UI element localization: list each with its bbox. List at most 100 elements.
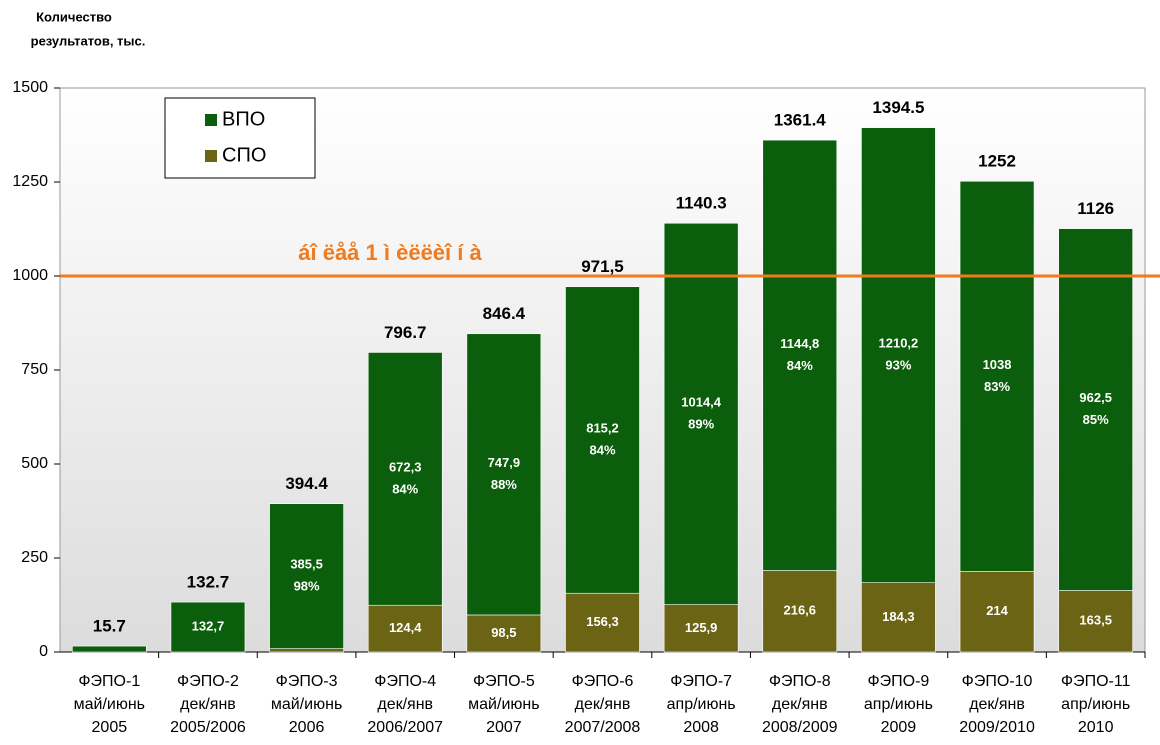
x-tick-label: ФЭПО-1 — [78, 673, 140, 690]
value-label: 163,5 — [1079, 613, 1112, 628]
total-label: 1126 — [1077, 199, 1114, 218]
y-tick-label: 1250 — [12, 173, 48, 190]
x-tick-label: 2006/2007 — [367, 719, 443, 736]
bar-segment — [269, 648, 344, 653]
total-label: 971,5 — [581, 257, 624, 276]
x-tick-label: ФЭПО-9 — [867, 673, 929, 690]
y-tick-label: 1000 — [12, 267, 48, 284]
legend-swatch — [205, 150, 217, 162]
x-tick-label: дек/янв — [969, 696, 1025, 713]
percent-label: 84% — [787, 358, 813, 373]
percent-label: 98% — [294, 579, 320, 594]
total-label: 1394.5 — [872, 98, 924, 117]
x-tick-label: 2009 — [881, 719, 917, 736]
x-tick-label: 2008 — [683, 719, 719, 736]
legend-swatch — [205, 114, 217, 126]
y-tick-label: 750 — [21, 361, 48, 378]
value-label: 156,3 — [586, 614, 619, 629]
legend-label: ВПО — [222, 108, 265, 130]
value-label: 815,2 — [586, 420, 619, 435]
x-tick-label: апр/июнь — [667, 696, 736, 713]
bar-segment — [269, 503, 344, 649]
bar-segment — [367, 352, 443, 606]
x-tick-label: май/июнь — [271, 696, 342, 713]
x-tick-label: ФЭПО-3 — [276, 673, 338, 690]
x-tick-label: дек/янв — [772, 696, 828, 713]
bar-segment — [663, 222, 739, 605]
percent-label: 85% — [1083, 412, 1109, 427]
bar-segment — [762, 570, 838, 653]
value-label: 962,5 — [1079, 390, 1112, 405]
bar-segment — [861, 127, 936, 584]
x-tick-label: дек/янв — [180, 696, 236, 713]
total-label: 1361.4 — [774, 111, 827, 130]
x-tick-label: ФЭПО-8 — [769, 673, 831, 690]
bar-segment — [170, 601, 246, 653]
x-tick-label: ФЭПО-7 — [670, 673, 732, 690]
percent-label: 84% — [392, 481, 418, 496]
bar-segment — [466, 333, 542, 616]
percent-label: 93% — [885, 358, 911, 373]
value-label: 216,6 — [783, 603, 816, 618]
total-label: 846.4 — [483, 304, 526, 323]
x-tick-label: май/июнь — [74, 696, 145, 713]
x-tick-label: ФЭПО-5 — [473, 673, 535, 690]
total-label: 1140.3 — [676, 194, 727, 213]
x-tick-label: ФЭПО-11 — [1061, 673, 1131, 690]
bar-segment — [959, 180, 1035, 572]
x-tick-label: ФЭПО-4 — [374, 673, 436, 690]
y-tick-label: 0 — [39, 643, 48, 660]
bar-segment — [959, 571, 1035, 653]
value-label: 1038 — [983, 357, 1012, 372]
x-tick-label: ФЭПО-10 — [962, 673, 1033, 690]
total-label: 132.7 — [187, 573, 230, 592]
x-tick-label: 2007/2008 — [565, 719, 641, 736]
bar-segment — [565, 286, 640, 594]
value-label: 385,5 — [290, 557, 323, 572]
reference-label: áî ëåå 1 ì èëëèî í à — [298, 240, 482, 265]
percent-label: 89% — [688, 416, 714, 431]
x-tick-label: апр/июнь — [864, 696, 933, 713]
value-label: 672,3 — [389, 459, 422, 474]
value-label: 1144,8 — [780, 336, 819, 351]
x-tick-label: 2005/2006 — [170, 719, 246, 736]
y-axis-label: Количество — [36, 9, 112, 24]
x-tick-label: ФЭПО-2 — [177, 673, 239, 690]
total-label: 1252 — [978, 152, 1016, 171]
bar-segment — [861, 582, 936, 653]
x-tick-label: апр/июнь — [1061, 696, 1130, 713]
value-label: 132,7 — [192, 618, 225, 633]
value-label: 1210,2 — [879, 336, 919, 351]
y-tick-label: 250 — [21, 549, 48, 566]
x-tick-label: 2008/2009 — [762, 719, 838, 736]
value-label: 214 — [986, 603, 1008, 618]
percent-label: 83% — [984, 379, 1010, 394]
bar-segment — [762, 139, 838, 571]
legend-label: СПО — [222, 144, 266, 166]
legend — [164, 97, 316, 179]
y-tick-label: 1500 — [12, 79, 48, 96]
value-label: 124,4 — [389, 620, 422, 635]
x-tick-label: дек/янв — [377, 696, 433, 713]
total-label: 15.7 — [93, 617, 126, 636]
percent-label: 84% — [589, 442, 615, 457]
value-label: 125,9 — [685, 620, 718, 635]
value-label: 747,9 — [488, 455, 521, 470]
bar-segment — [72, 645, 147, 653]
bar-segment — [466, 614, 542, 653]
bar-segment — [1058, 228, 1133, 591]
y-axis-label: результатов, тыс. — [31, 33, 146, 48]
y-tick-label: 500 — [21, 455, 48, 472]
x-tick-label: ФЭПО-6 — [572, 673, 634, 690]
bar-segment — [1058, 590, 1133, 653]
bar-segment — [565, 592, 640, 653]
x-tick-label: 2005 — [92, 719, 128, 736]
x-tick-label: 2010 — [1078, 719, 1114, 736]
x-tick-label: дек/янв — [575, 696, 631, 713]
percent-label: 88% — [491, 477, 517, 492]
x-tick-label: 2009/2010 — [959, 719, 1035, 736]
x-tick-label: 2007 — [486, 719, 522, 736]
x-tick-label: май/июнь — [468, 696, 539, 713]
value-label: 184,3 — [882, 609, 915, 624]
